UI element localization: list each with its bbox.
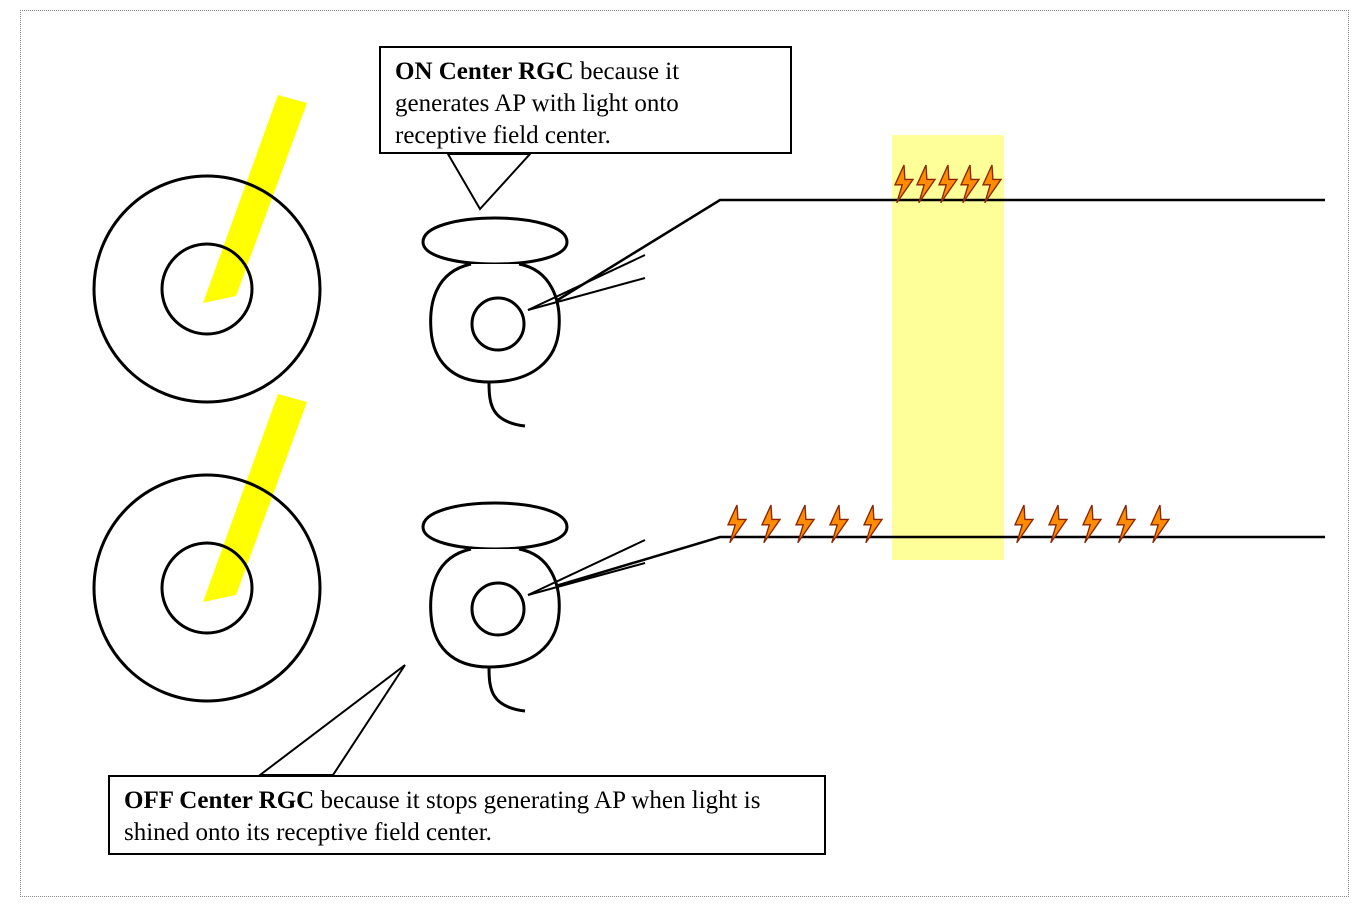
callout-on-center: ON Center RGC because it generates AP wi… xyxy=(379,46,792,154)
callout-top-tail xyxy=(448,154,530,209)
rgc-cell-top xyxy=(423,218,567,426)
callout-bottom-tail xyxy=(260,665,405,775)
receptive-field-bottom xyxy=(94,394,320,701)
rgc-cell-bottom xyxy=(423,503,567,711)
callout-on-center-bold: ON Center RGC xyxy=(395,58,574,85)
callout-off-center: OFF Center RGC because it stops generati… xyxy=(108,775,826,855)
callout-off-center-bold: OFF Center RGC xyxy=(124,787,314,814)
receptive-field-top xyxy=(94,95,320,402)
